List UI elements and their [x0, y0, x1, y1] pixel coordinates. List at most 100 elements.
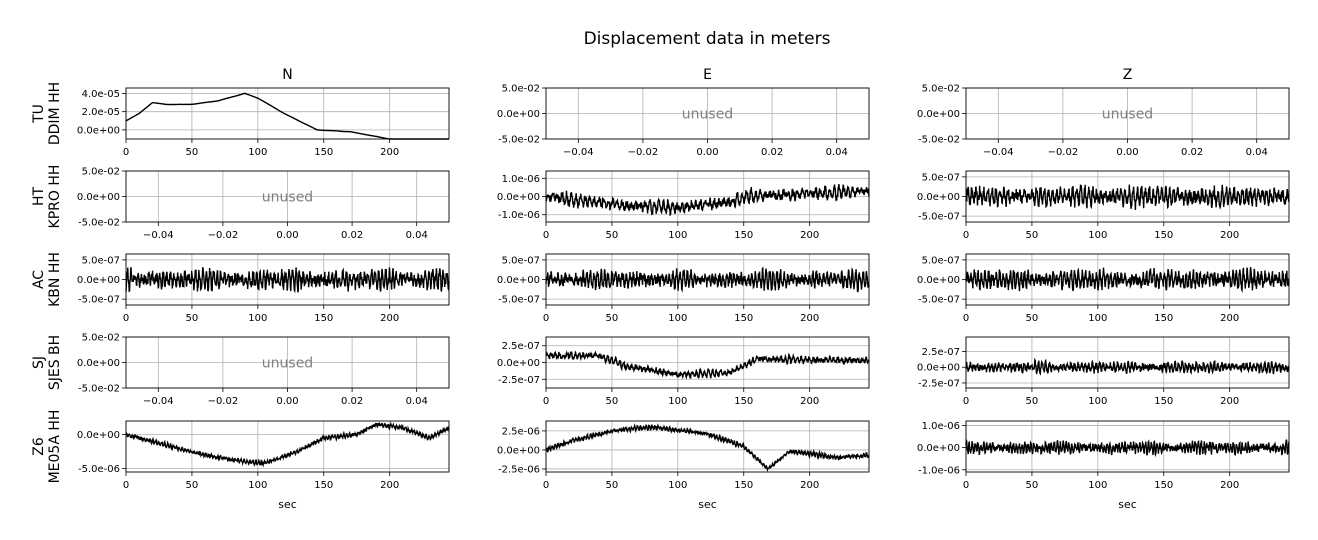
- axes-frame: [125, 170, 450, 223]
- x-tick-label: 200: [1220, 480, 1239, 491]
- waveform-trace: [965, 439, 1290, 458]
- x-tick-label: −0.02: [628, 147, 659, 158]
- subplot-r0-c1: −0.04 −0.02 0.00 0.02 0.04 5.0e-02 0.0e+00 -5.0…: [497, 84, 870, 158]
- x-tick-label: 100: [1088, 230, 1107, 241]
- x-tick-label: 200: [800, 480, 819, 491]
- row-label-ac: AC KBN HH: [31, 252, 63, 307]
- subplot-r3-c0: −0.04 −0.02 0.00 0.02 0.04 5.0e-02 0.0e+00 -5.0…: [77, 333, 450, 407]
- y-tick-label: -5.0e-07: [78, 295, 120, 306]
- x-tick-label: 0: [123, 147, 129, 158]
- x-tick-label: 200: [1220, 313, 1239, 324]
- x-tick-label: −0.04: [143, 230, 174, 241]
- x-tick-label: 150: [1154, 230, 1173, 241]
- x-tick-label: 100: [1088, 313, 1107, 324]
- x-tick-label: 50: [606, 230, 619, 241]
- x-axis-label: sec: [698, 498, 717, 511]
- y-tick-label: -5.0e-07: [498, 295, 540, 306]
- subplot-r4-c2: 0 50 100 150 200 1.0e-06 0.0e+00 -1.0e-06 sec: [917, 420, 1290, 511]
- axes-frame: [965, 87, 1290, 140]
- y-tick-label: -5.0e-06: [78, 464, 120, 475]
- y-tick-label: 0.0e+00: [77, 275, 120, 286]
- x-tick-label: 50: [186, 480, 199, 491]
- x-tick-label: 50: [1026, 313, 1039, 324]
- x-tick-label: 50: [1026, 396, 1039, 407]
- x-tick-label: 150: [314, 147, 333, 158]
- waveform-trace: [545, 266, 870, 293]
- x-tick-label: 0: [963, 230, 969, 241]
- x-tick-label: 0.04: [406, 396, 428, 407]
- y-tick-label: 0.0e+00: [77, 430, 120, 441]
- x-tick-label: 150: [734, 230, 753, 241]
- y-tick-label: 0.0e+00: [77, 192, 120, 203]
- axes-frame: [965, 420, 1290, 473]
- y-tick-label: -5.0e-02: [498, 135, 540, 146]
- x-tick-label: 0: [123, 313, 129, 324]
- unused-label: unused: [682, 107, 733, 123]
- x-tick-label: 150: [1154, 313, 1173, 324]
- x-tick-label: 50: [186, 147, 199, 158]
- waveform-trace: [125, 267, 450, 294]
- x-tick-label: 150: [1154, 396, 1173, 407]
- x-tick-label: 0.00: [1116, 147, 1138, 158]
- x-tick-label: 0.02: [341, 396, 363, 407]
- x-tick-label: 0.04: [1246, 147, 1268, 158]
- row-station-label: DDIM HH: [47, 82, 63, 145]
- axes-frame: [545, 420, 870, 473]
- x-tick-label: 150: [314, 313, 333, 324]
- x-tick-label: 0: [543, 230, 549, 241]
- subplot-r1-c0: −0.04 −0.02 0.00 0.02 0.04 5.0e-02 0.0e+00 -5.0…: [77, 167, 450, 241]
- x-tick-label: 150: [314, 480, 333, 491]
- y-tick-label: 0.0e+00: [497, 445, 540, 456]
- axes-frame: [545, 87, 870, 140]
- column-header-z: Z: [1123, 67, 1133, 83]
- column-header-n: N: [282, 67, 292, 83]
- subplot-r3-c2: 0 50 100 150 200 2.5e-07 0.0e+00 -2.5e-07: [917, 336, 1290, 407]
- subplot-r0-c0: 0 50 100 150 200 4.0e-05 2.0e-05 0.0e+00: [77, 87, 450, 158]
- y-tick-label: 0.0e+00: [497, 192, 540, 203]
- x-tick-label: 0.00: [276, 230, 298, 241]
- x-tick-label: 150: [734, 396, 753, 407]
- x-tick-label: 50: [186, 313, 199, 324]
- x-tick-label: 100: [668, 313, 687, 324]
- x-tick-label: 150: [734, 480, 753, 491]
- x-tick-label: 0: [543, 396, 549, 407]
- x-tick-label: −0.04: [563, 147, 594, 158]
- y-tick-label: 5.0e-02: [922, 84, 960, 95]
- subplot-r4-c0: 0 50 100 150 200 0.0e+00 -5.0e-06 sec: [77, 420, 450, 511]
- row-network-label: HT: [31, 187, 47, 207]
- row-network-label: TU: [31, 104, 47, 124]
- y-tick-label: -2.5e-06: [498, 464, 540, 475]
- y-tick-label: 2.0e-05: [82, 107, 120, 118]
- row-network-label: Z6: [31, 437, 47, 456]
- axes-frame: [965, 336, 1290, 389]
- row-station-label: ME05A HH: [47, 410, 63, 484]
- y-tick-label: 0.0e+00: [917, 109, 960, 120]
- y-tick-label: 0.0e+00: [917, 275, 960, 286]
- x-tick-label: 0: [963, 480, 969, 491]
- x-tick-label: 50: [606, 396, 619, 407]
- unused-label: unused: [262, 190, 313, 206]
- x-tick-label: 200: [800, 396, 819, 407]
- x-tick-label: 100: [668, 480, 687, 491]
- axes-frame: [125, 336, 450, 389]
- y-tick-label: 5.0e-02: [82, 167, 120, 178]
- row-network-label: SJ: [31, 356, 47, 369]
- column-header-e: E: [703, 67, 712, 83]
- y-tick-label: 2.5e-07: [922, 347, 960, 358]
- y-tick-label: 0.0e+00: [917, 192, 960, 203]
- y-tick-label: 1.0e-06: [502, 174, 540, 185]
- y-tick-label: -5.0e-02: [78, 218, 120, 229]
- x-tick-label: 200: [800, 230, 819, 241]
- row-station-label: SJES BH: [47, 335, 63, 390]
- x-tick-label: 0.04: [406, 230, 428, 241]
- y-tick-label: 1.0e-06: [922, 421, 960, 432]
- y-tick-label: 0.0e+00: [917, 443, 960, 454]
- subplot-grid: N E Z TU DDIM HH HT KPRO HH AC KBN HH SJ SJES BH Z6…: [31, 67, 1290, 511]
- axes-frame: [965, 170, 1290, 223]
- x-tick-label: 0: [543, 313, 549, 324]
- axes-frame: [545, 170, 870, 223]
- row-label-sj: SJ SJES BH: [31, 335, 63, 390]
- x-tick-label: 0: [543, 480, 549, 491]
- x-tick-label: 100: [668, 396, 687, 407]
